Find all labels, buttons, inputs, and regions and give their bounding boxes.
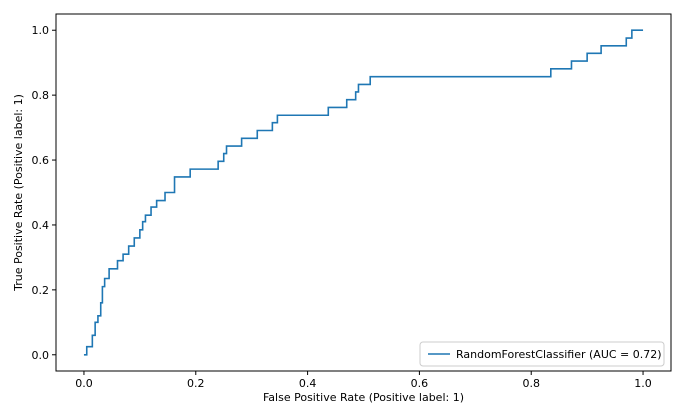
x-tick-label: 1.0 (634, 377, 652, 390)
x-tick-label: 0.0 (75, 377, 93, 390)
y-tick-label: 1.0 (32, 24, 50, 37)
x-tick-label: 0.6 (411, 377, 429, 390)
plot-background (56, 14, 671, 371)
x-tick-label: 0.8 (522, 377, 540, 390)
legend-box (419, 341, 665, 367)
x-axis: 0.0 0.2 0.4 0.6 0.8 1.0 (75, 371, 652, 390)
roc-curve-line (83, 29, 644, 356)
legend-label: RandomForestClassifier (AUC = 0.72) (456, 348, 662, 361)
y-tick-label: 0.0 (32, 349, 50, 362)
x-tick-label: 0.4 (299, 377, 317, 390)
x-tick-label: 0.2 (187, 377, 205, 390)
y-tick-label: 0.2 (32, 284, 50, 297)
x-axis-label: False Positive Rate (Positive label: 1) (263, 391, 464, 404)
legend: RandomForestClassifier (AUC = 0.72) (419, 341, 665, 367)
y-tick-label: 0.6 (32, 154, 50, 167)
y-tick-label: 0.4 (32, 219, 50, 232)
y-tick-label: 0.8 (32, 89, 50, 102)
y-axis-label: True Positive Rate (Positive label: 1) (12, 94, 25, 292)
plot-frame (55, 13, 672, 372)
series-layer (83, 29, 644, 356)
y-axis: 0.0 0.2 0.4 0.6 0.8 1.0 (32, 24, 56, 362)
